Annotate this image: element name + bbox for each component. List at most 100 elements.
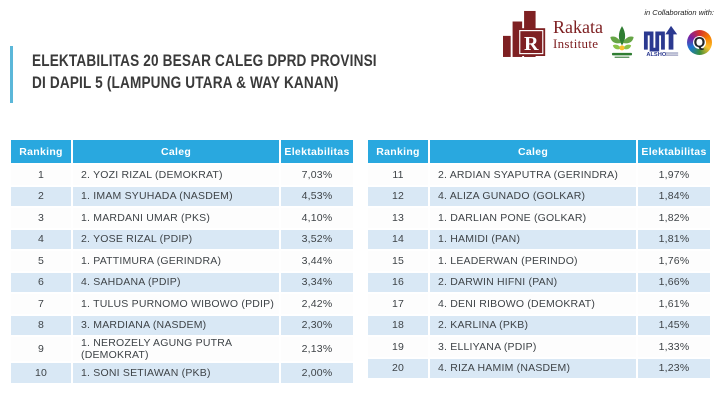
caleg-cell: 4. DENI RIBOWO (DEMOKRAT) — [430, 294, 636, 314]
elektabilitas-table-2: Ranking Caleg Elektabilitas 11 2. ARDIAN… — [366, 138, 712, 380]
svg-text:R: R — [524, 33, 539, 55]
table-row: 7 1. TULUS PURNOMO WIBOWO (PDIP) 2,42% — [11, 294, 353, 314]
caleg-cell: 3. ELLIYANA (PDIP) — [430, 337, 636, 357]
elektabilitas-cell: 1,66% — [638, 272, 710, 292]
table-row: 1 2. YOZI RIZAL (DEMOKRAT) 7,03% — [11, 165, 353, 185]
rakata-bars-icon: R — [503, 10, 546, 57]
caleg-cell: 1. TULUS PURNOMO WIBOWO (PDIP) — [73, 294, 279, 314]
table-row: 5 1. PATTIMURA (GERINDRA) 3,44% — [11, 251, 353, 271]
table-row: 10 1. SONI SETIAWAN (PKB) 2,00% — [11, 363, 353, 383]
header-elektabilitas: Elektabilitas — [638, 140, 710, 163]
elektabilitas-table-1: Ranking Caleg Elektabilitas 1 2. YOZI RI… — [9, 138, 355, 385]
ranking-cell: 15 — [368, 251, 428, 271]
ranking-cell: 11 — [368, 165, 428, 185]
elektabilitas-cell: 1,97% — [638, 165, 710, 185]
svg-text:ALSHO: ALSHO — [646, 52, 666, 58]
caleg-cell: 1. SONI SETIAWAN (PKB) — [73, 363, 279, 383]
ranking-cell: 18 — [368, 315, 428, 335]
ranking-cell: 1 — [11, 165, 71, 185]
page-title-line1: ELEKTABILITAS 20 BESAR CALEG DPRD PROVIN… — [32, 51, 377, 70]
table-header-row: Ranking Caleg Elektabilitas — [368, 140, 710, 163]
ranking-cell: 20 — [368, 358, 428, 378]
rainbow-circle-letter: Q — [693, 33, 706, 51]
collaboration-label: in Collaboration with: — [644, 8, 714, 17]
rakata-institute-logo: R Rakata Institute — [503, 9, 603, 57]
caleg-cell: 1. MARDANI UMAR (PKS) — [73, 208, 279, 228]
rakata-name-line2: Institute — [553, 36, 599, 51]
caleg-cell: 1. PATTIMURA (GERINDRA) — [73, 251, 279, 271]
table-row: 4 2. YOSE RIZAL (PDIP) 3,52% — [11, 229, 353, 249]
ranking-cell: 19 — [368, 337, 428, 357]
elektabilitas-cell: 4,10% — [281, 208, 353, 228]
elektabilitas-cell: 1,23% — [638, 358, 710, 378]
ranking-cell: 8 — [11, 315, 71, 335]
ranking-cell: 17 — [368, 294, 428, 314]
elektabilitas-cell: 1,76% — [638, 251, 710, 271]
rainbow-circle-logo: Q — [687, 29, 712, 55]
table-row: 17 4. DENI RIBOWO (DEMOKRAT) 1,61% — [368, 294, 710, 314]
caleg-cell: 4. ALIZA GUNADO (GOLKAR) — [430, 186, 636, 206]
ranking-cell: 13 — [368, 208, 428, 228]
table-row: 20 4. RIZA HAMIM (NASDEM) 1,23% — [368, 358, 710, 378]
caleg-cell: 4. RIZA HAMIM (NASDEM) — [430, 358, 636, 378]
alsho-logo-icon: ALSHO — [643, 25, 679, 58]
header-ranking: Ranking — [368, 140, 428, 163]
table-row: 8 3. MARDIANA (NASDEM) 2,30% — [11, 315, 353, 335]
header-elektabilitas: Elektabilitas — [281, 140, 353, 163]
rakata-wordmark: Rakata Institute — [553, 18, 603, 50]
elektabilitas-cell: 4,53% — [281, 186, 353, 206]
caleg-cell: 2. YOSE RIZAL (PDIP) — [73, 229, 279, 249]
elektabilitas-cell: 3,34% — [281, 272, 353, 292]
ranking-cell: 3 — [11, 208, 71, 228]
caleg-cell: 1. NEROZELY AGUNG PUTRA (DEMOKRAT) — [73, 337, 279, 361]
caleg-cell: 1. DARLIAN PONE (GOLKAR) — [430, 208, 636, 228]
elektabilitas-cell: 1,84% — [638, 186, 710, 206]
table-row: 6 4. SAHDANA (PDIP) 3,34% — [11, 272, 353, 292]
table-row: 9 1. NEROZELY AGUNG PUTRA (DEMOKRAT) 2,1… — [11, 337, 353, 361]
ranking-cell: 16 — [368, 272, 428, 292]
table-row: 15 1. LEADERWAN (PERINDO) 1,76% — [368, 251, 710, 271]
partner-logos: ALSHO Q — [607, 24, 717, 60]
table-row: 3 1. MARDANI UMAR (PKS) 4,10% — [11, 208, 353, 228]
elektabilitas-cell: 1,33% — [638, 337, 710, 357]
elektabilitas-cell: 2,00% — [281, 363, 353, 383]
caleg-cell: 2. KARLINA (PKB) — [430, 315, 636, 335]
green-emblem-icon — [610, 26, 634, 58]
ranking-cell: 14 — [368, 229, 428, 249]
table-row: 13 1. DARLIAN PONE (GOLKAR) 1,82% — [368, 208, 710, 228]
table-row: 11 2. ARDIAN SYAPUTRA (GERINDRA) 1,97% — [368, 165, 710, 185]
header-caleg: Caleg — [73, 140, 279, 163]
elektabilitas-cell: 2,30% — [281, 315, 353, 335]
header-caleg: Caleg — [430, 140, 636, 163]
table-row: 18 2. KARLINA (PKB) 1,45% — [368, 315, 710, 335]
rakata-name-line1: Rakata — [553, 17, 603, 37]
table-row: 12 4. ALIZA GUNADO (GOLKAR) 1,84% — [368, 186, 710, 206]
elektabilitas-cell: 7,03% — [281, 165, 353, 185]
ranking-cell: 7 — [11, 294, 71, 314]
caleg-cell: 1. IMAM SYUHADA (NASDEM) — [73, 186, 279, 206]
elektabilitas-cell: 1,81% — [638, 229, 710, 249]
table-header-row: Ranking Caleg Elektabilitas — [11, 140, 353, 163]
elektabilitas-cell: 1,61% — [638, 294, 710, 314]
page-title-line2: DI DAPIL 5 (LAMPUNG UTARA & WAY KANAN) — [32, 73, 339, 92]
table-row: 19 3. ELLIYANA (PDIP) 1,33% — [368, 337, 710, 357]
caleg-cell: 4. SAHDANA (PDIP) — [73, 272, 279, 292]
title-accent-bar — [10, 46, 13, 103]
elektabilitas-cell: 1,45% — [638, 315, 710, 335]
ranking-cell: 10 — [11, 363, 71, 383]
elektabilitas-cell: 1,82% — [638, 208, 710, 228]
caleg-cell: 1. LEADERWAN (PERINDO) — [430, 251, 636, 271]
ranking-cell: 9 — [11, 337, 71, 361]
table-row: 14 1. HAMIDI (PAN) 1,81% — [368, 229, 710, 249]
caleg-cell: 2. DARWIN HIFNI (PAN) — [430, 272, 636, 292]
page-title: ELEKTABILITAS 20 BESAR CALEG DPRD PROVIN… — [32, 50, 377, 94]
ranking-cell: 4 — [11, 229, 71, 249]
elektabilitas-cell: 3,52% — [281, 229, 353, 249]
elektabilitas-cell: 3,44% — [281, 251, 353, 271]
caleg-cell: 1. HAMIDI (PAN) — [430, 229, 636, 249]
rainbow-circle-center — [693, 35, 706, 49]
ranking-cell: 2 — [11, 186, 71, 206]
table-row: 2 1. IMAM SYUHADA (NASDEM) 4,53% — [11, 186, 353, 206]
table-row: 16 2. DARWIN HIFNI (PAN) 1,66% — [368, 272, 710, 292]
ranking-cell: 6 — [11, 272, 71, 292]
